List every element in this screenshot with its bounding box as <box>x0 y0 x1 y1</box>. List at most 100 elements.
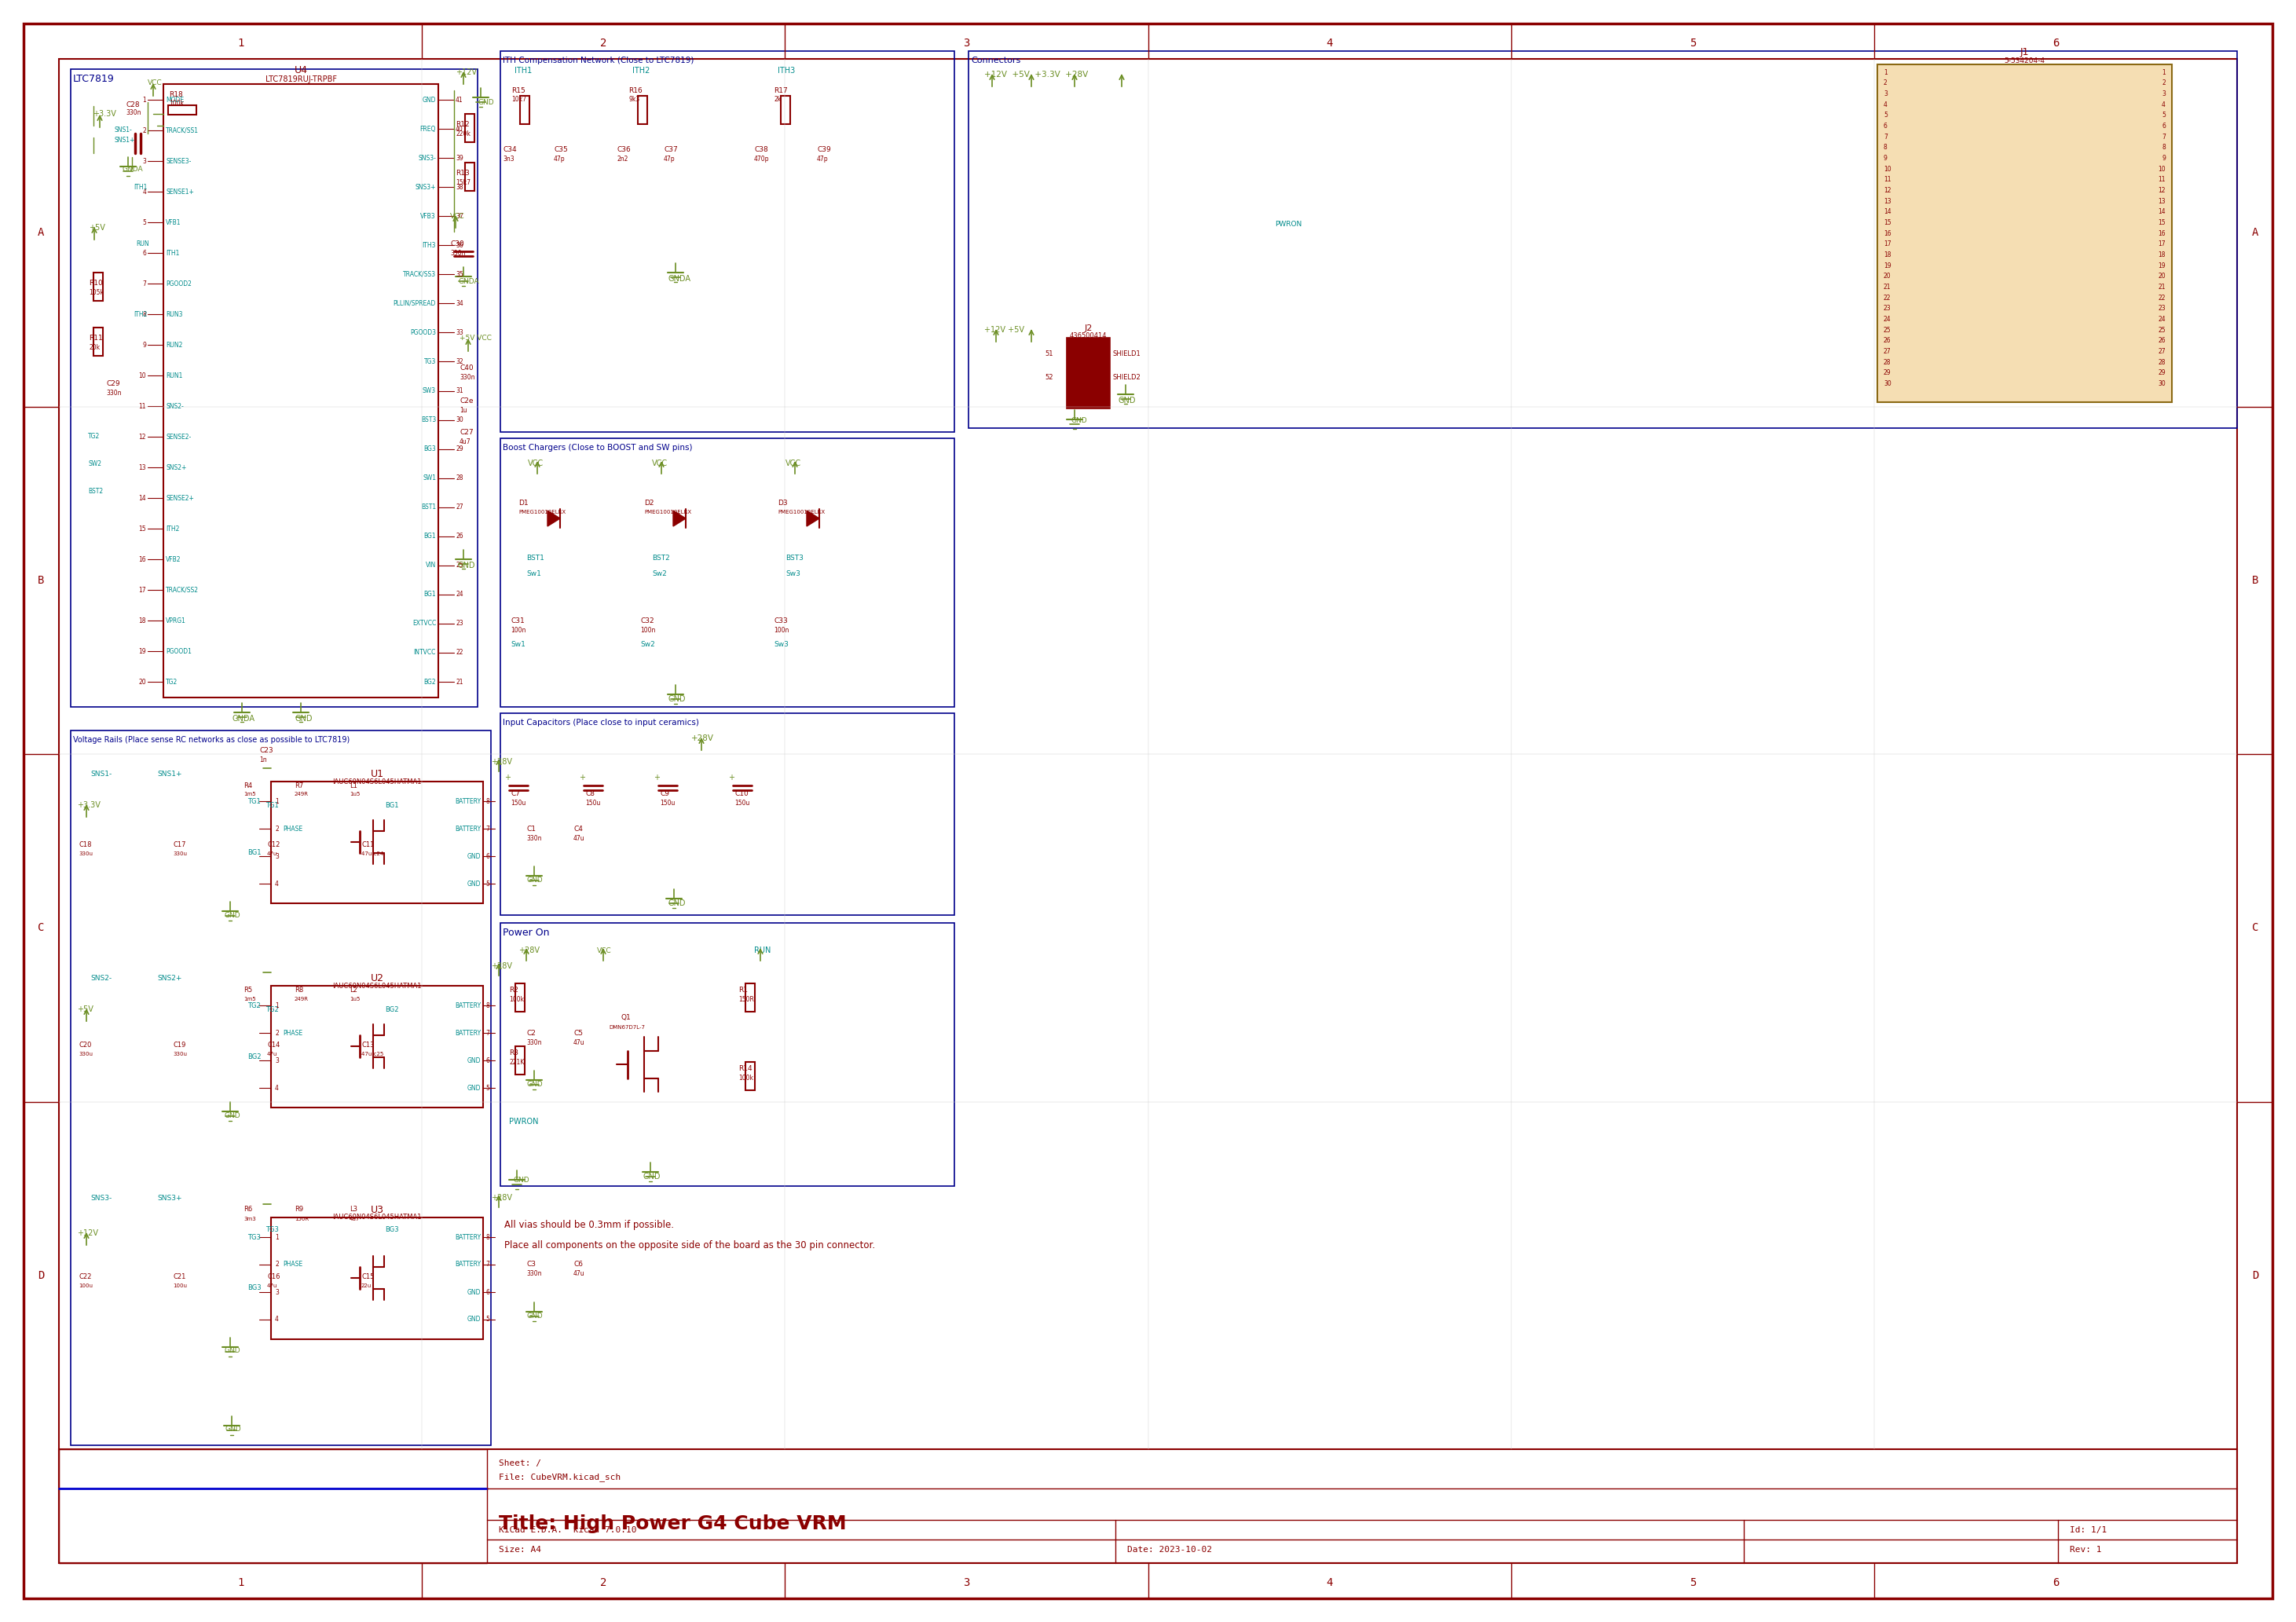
Text: Sw2: Sw2 <box>652 569 666 577</box>
Text: 38: 38 <box>455 183 464 191</box>
Text: ITH2: ITH2 <box>631 67 650 75</box>
Text: TG2: TG2 <box>248 1002 259 1009</box>
Text: +28V: +28V <box>691 735 714 743</box>
Text: 4: 4 <box>276 1085 278 1092</box>
Text: 3: 3 <box>142 157 147 164</box>
Text: C8: C8 <box>585 790 595 796</box>
Bar <box>94 272 103 300</box>
Text: 9: 9 <box>1883 154 1887 162</box>
Text: 100u: 100u <box>172 1283 186 1288</box>
Text: 8: 8 <box>142 311 147 318</box>
Text: 8: 8 <box>484 1234 489 1241</box>
Text: 12: 12 <box>138 433 147 440</box>
Text: 34: 34 <box>455 300 464 307</box>
Text: LTC7819RUJ-TRPBF: LTC7819RUJ-TRPBF <box>264 75 338 83</box>
Text: 150R: 150R <box>294 1216 308 1221</box>
Text: 7: 7 <box>142 281 147 287</box>
Text: 3: 3 <box>964 1577 969 1588</box>
Text: Sw1: Sw1 <box>526 569 542 577</box>
Text: 23: 23 <box>2158 305 2165 311</box>
Text: 4u7: 4u7 <box>349 1216 360 1221</box>
Text: 249R: 249R <box>294 792 308 796</box>
Bar <box>60 1448 2236 1564</box>
Text: 12: 12 <box>1883 187 1892 195</box>
Text: PHASE: PHASE <box>282 1030 303 1036</box>
Text: 6: 6 <box>2053 1577 2060 1588</box>
Text: R1: R1 <box>739 986 748 993</box>
Bar <box>969 50 2236 428</box>
Text: PWRON: PWRON <box>1274 221 1302 227</box>
Text: TRACK/SS1: TRACK/SS1 <box>165 127 200 135</box>
Text: GND: GND <box>478 99 494 105</box>
Text: Boost Chargers (Close to BOOST and SW pins): Boost Chargers (Close to BOOST and SW pi… <box>503 444 693 451</box>
Text: 14: 14 <box>2158 208 2165 216</box>
Bar <box>466 114 475 143</box>
Text: R7: R7 <box>294 782 303 788</box>
Text: 10k7: 10k7 <box>512 96 526 102</box>
Text: GND: GND <box>225 1426 241 1434</box>
Text: C7: C7 <box>510 790 519 796</box>
Text: 5: 5 <box>484 881 489 887</box>
Text: 18: 18 <box>138 616 147 624</box>
Text: J1: J1 <box>2020 47 2030 57</box>
Text: 28: 28 <box>455 475 464 482</box>
Text: 150u: 150u <box>585 800 602 806</box>
Text: 1: 1 <box>276 798 278 805</box>
Bar <box>71 730 491 1445</box>
Text: +28V: +28V <box>491 962 512 970</box>
Text: PWRON: PWRON <box>510 1118 540 1126</box>
Text: 330n: 330n <box>526 1038 542 1046</box>
Text: ITH2: ITH2 <box>165 526 179 532</box>
Bar <box>638 96 647 125</box>
Text: VCC: VCC <box>652 459 668 467</box>
Text: VFB3: VFB3 <box>420 212 436 219</box>
Text: 3: 3 <box>2163 91 2165 97</box>
Text: BG2: BG2 <box>386 1006 400 1012</box>
Text: VCC: VCC <box>528 459 544 467</box>
Bar <box>71 70 478 707</box>
Text: VFB2: VFB2 <box>165 556 181 563</box>
Text: Date: 2023-10-02: Date: 2023-10-02 <box>1127 1546 1212 1554</box>
Text: R5: R5 <box>243 986 253 993</box>
Text: Sw2: Sw2 <box>641 641 654 647</box>
Text: 12: 12 <box>2158 187 2165 195</box>
Text: 23: 23 <box>1883 305 1892 311</box>
Text: PLLIN/SPREAD: PLLIN/SPREAD <box>393 300 436 307</box>
Text: C38: C38 <box>753 146 769 152</box>
Text: C15: C15 <box>360 1273 374 1280</box>
Text: C16: C16 <box>266 1273 280 1280</box>
Text: 11: 11 <box>1883 177 1892 183</box>
Text: 2: 2 <box>599 37 606 49</box>
Text: C27: C27 <box>459 428 473 436</box>
Text: R9: R9 <box>294 1207 303 1213</box>
Text: 6: 6 <box>484 853 489 860</box>
Text: 1m5: 1m5 <box>243 998 255 1001</box>
Text: +28V: +28V <box>519 947 540 954</box>
Text: 13: 13 <box>2158 198 2165 204</box>
Text: C23: C23 <box>259 746 273 754</box>
Text: R17: R17 <box>774 88 788 94</box>
Text: 22: 22 <box>2158 294 2165 302</box>
Text: SENSE2+: SENSE2+ <box>165 495 193 501</box>
Text: 19: 19 <box>138 647 147 655</box>
Bar <box>1068 337 1109 409</box>
Text: TG3: TG3 <box>248 1234 262 1241</box>
Text: SNS3-: SNS3- <box>90 1194 113 1202</box>
Text: C18: C18 <box>78 840 92 848</box>
Text: 6: 6 <box>1883 122 1887 130</box>
Text: 10: 10 <box>138 371 147 380</box>
Text: PHASE: PHASE <box>282 1260 303 1268</box>
Text: SW2: SW2 <box>87 461 101 467</box>
Text: D3: D3 <box>778 500 788 506</box>
Text: R4: R4 <box>243 782 253 788</box>
Text: ITH3: ITH3 <box>422 242 436 248</box>
Text: GND: GND <box>668 899 684 907</box>
Text: 436500414: 436500414 <box>1070 333 1107 339</box>
Text: VCC: VCC <box>450 212 464 219</box>
Text: GND: GND <box>466 1288 480 1296</box>
Text: 47p: 47p <box>817 156 829 162</box>
Text: 150R: 150R <box>739 996 753 1002</box>
Text: 5-534204-4: 5-534204-4 <box>2004 57 2046 63</box>
Text: 3m3: 3m3 <box>243 1216 255 1221</box>
Text: SENSE2-: SENSE2- <box>165 433 191 440</box>
